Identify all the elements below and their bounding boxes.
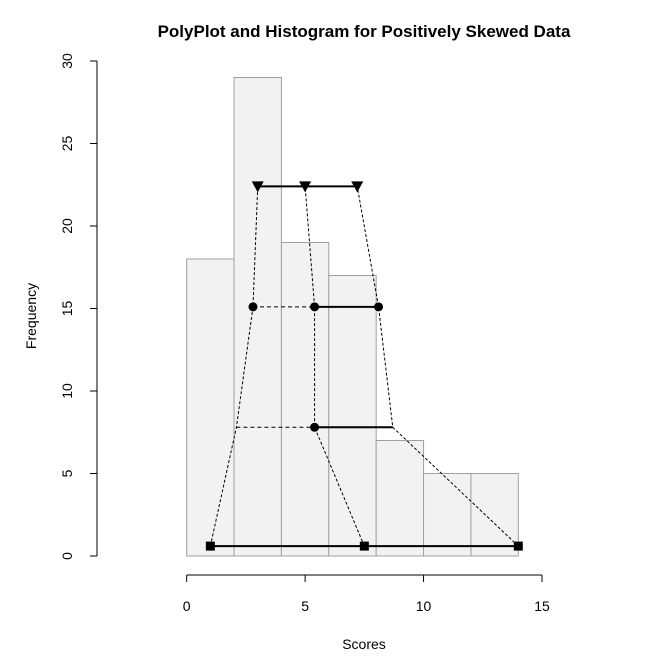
x-tick-label: 5	[301, 598, 309, 614]
polyplot-triangle-marker	[351, 181, 364, 193]
polyplot-connectors	[209, 186, 519, 547]
polyplot-circle-marker	[248, 302, 258, 312]
y-tick-label: 15	[59, 301, 75, 317]
polyplot-square-marker	[359, 541, 369, 551]
histogram-bar	[233, 77, 282, 557]
polyplot-connector	[356, 186, 519, 547]
histogram-bar	[375, 440, 425, 557]
y-tick-label: 0	[59, 552, 75, 560]
polyplot-triangle-marker	[251, 181, 264, 193]
histogram-bar	[470, 473, 519, 557]
polyplot-square-marker	[205, 541, 215, 551]
y-tick-label: 30	[59, 53, 75, 69]
y-tick-label: 20	[59, 218, 75, 234]
polyplot-connector	[209, 186, 259, 547]
y-tick-label: 10	[59, 383, 75, 399]
y-tick-label: 25	[59, 136, 75, 152]
chart-title: PolyPlot and Histogram for Positively Sk…	[158, 22, 571, 41]
x-tick-label: 15	[534, 598, 550, 614]
polyplot-markers	[205, 181, 523, 551]
histogram-bar	[186, 258, 235, 557]
histogram-bars	[186, 77, 519, 557]
polyplot-circle-marker	[310, 302, 320, 312]
x-axis-label: Scores	[342, 636, 386, 652]
y-axis-label: Frequency	[23, 283, 39, 349]
y-tick-label: 5	[59, 469, 75, 477]
y-axis: 0 5 10 15 20 25 30	[59, 53, 98, 560]
histogram-bar	[280, 242, 330, 557]
polyplot-square-marker	[513, 541, 523, 551]
histogram-bar	[423, 473, 472, 557]
polyplot-triangle-marker	[299, 181, 312, 193]
histogram-bar	[328, 275, 377, 557]
polyplot-circle-marker	[374, 302, 384, 312]
x-axis: 0 5 10 15	[183, 574, 550, 614]
polyplot-circle-marker	[310, 422, 320, 432]
x-tick-label: 10	[416, 598, 432, 614]
x-tick-label: 0	[183, 598, 191, 614]
